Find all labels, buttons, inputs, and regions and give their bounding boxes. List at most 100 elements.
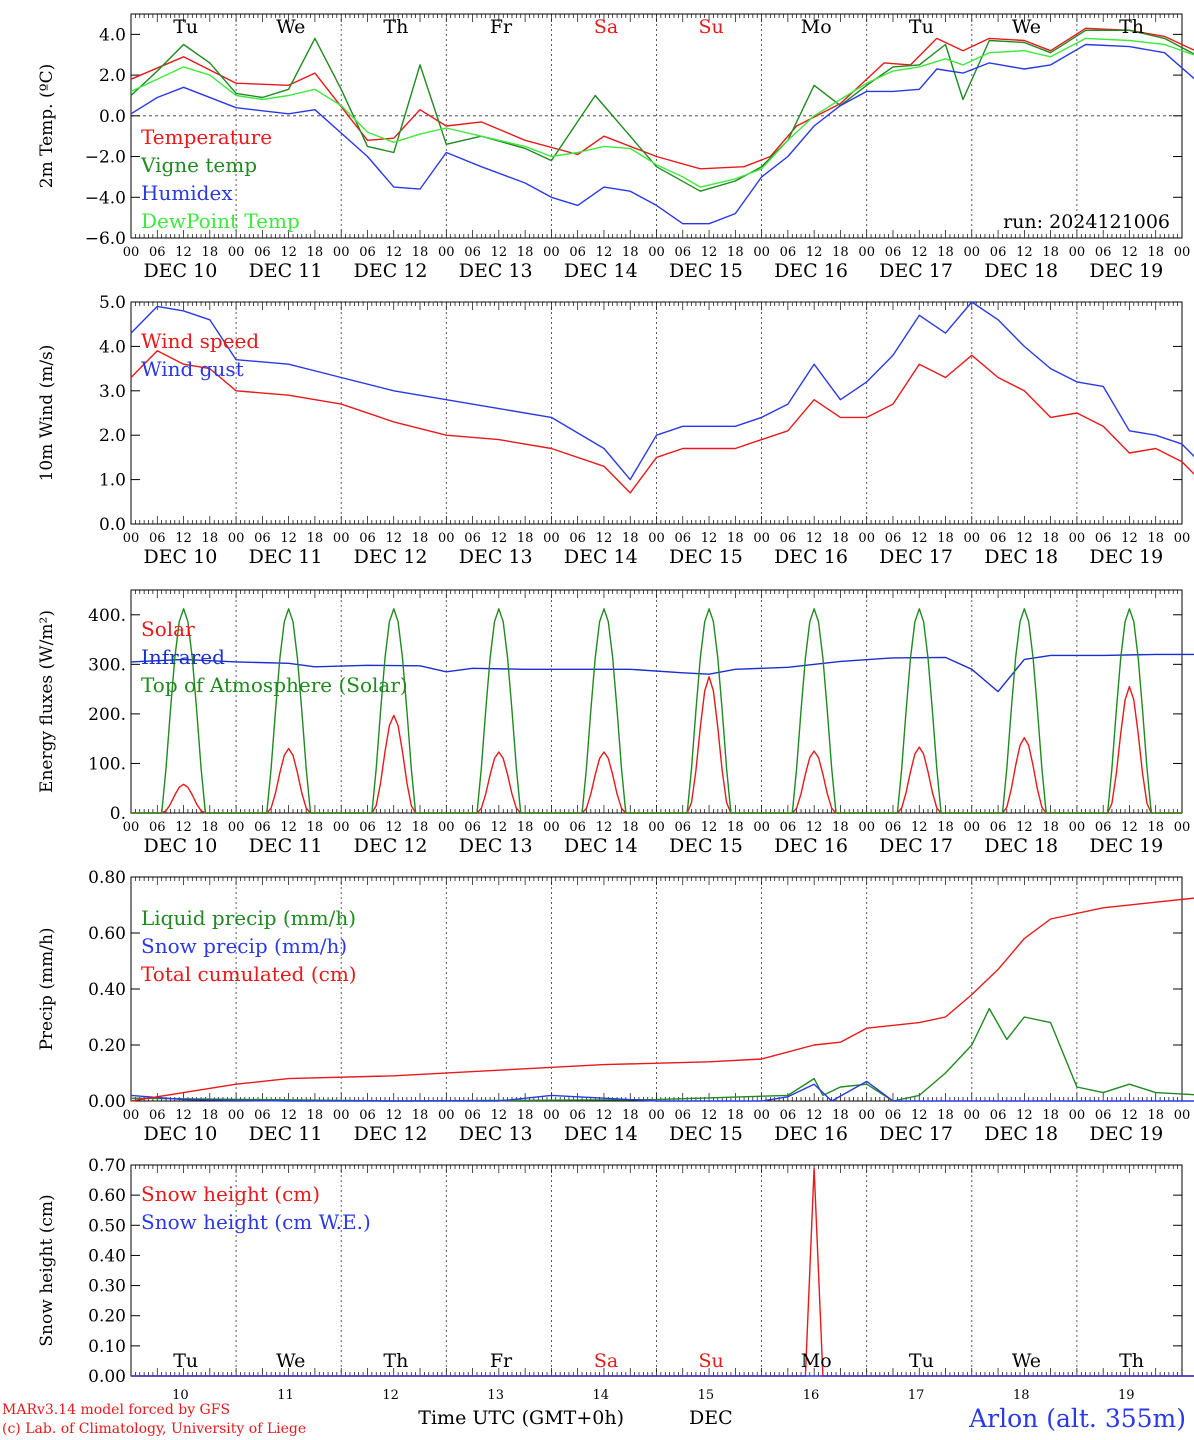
hour-label: 12 <box>596 820 613 835</box>
hour-label: 18 <box>1147 531 1164 546</box>
date-label: DEC 17 <box>879 1123 953 1145</box>
hour-label: 06 <box>990 820 1007 835</box>
hour-label: 00 <box>543 1108 560 1123</box>
hour-label: 06 <box>464 531 481 546</box>
hour-label: 06 <box>990 531 1007 546</box>
y-tick-label: −2.0 <box>85 148 126 168</box>
weekday-label: Tu <box>909 16 934 38</box>
date-label: DEC 17 <box>879 546 953 568</box>
hour-label: 00 <box>1174 531 1191 546</box>
hour-label: 18 <box>307 245 324 260</box>
y-tick-label: 0.10 <box>88 1337 126 1357</box>
hour-label: 12 <box>911 820 928 835</box>
weekday-label: Fr <box>490 1350 513 1372</box>
date-label: DEC 14 <box>564 835 638 857</box>
hour-label: 18 <box>412 820 429 835</box>
date-label: DEC 15 <box>669 835 743 857</box>
weekday-label: Mo <box>801 16 832 38</box>
y-tick-label: 3.0 <box>99 382 126 402</box>
y-axis-label: 10m Wind (m/s) <box>37 345 57 482</box>
y-tick-label: 2.0 <box>99 66 126 86</box>
panel-flux <box>130 589 1194 814</box>
hour-label: 06 <box>990 245 1007 260</box>
hour-label: 12 <box>175 820 192 835</box>
y-tick-label: 0.00 <box>88 1092 126 1112</box>
hour-label: 00 <box>333 1108 350 1123</box>
date-label: DEC 13 <box>459 260 533 282</box>
hour-label: 00 <box>438 245 455 260</box>
hour-label: 00 <box>648 531 665 546</box>
legend-entry: Wind gust <box>141 357 244 381</box>
hour-label: 00 <box>964 820 981 835</box>
hour-label: 12 <box>806 1108 823 1123</box>
date-label: DEC 19 <box>1089 546 1163 568</box>
hour-label: 06 <box>254 820 271 835</box>
series-line-infrared <box>130 653 1194 693</box>
y-axis-label: Energy fluxes (W/m²) <box>37 610 57 793</box>
hour-label: 18 <box>412 531 429 546</box>
y-tick-label: 4.0 <box>99 337 126 357</box>
y-tick-label: 0.30 <box>88 1277 126 1297</box>
date-label: DEC 15 <box>669 1123 743 1145</box>
hour-label: 06 <box>1095 820 1112 835</box>
weekday-label: Su <box>699 1350 724 1372</box>
hour-label: 12 <box>701 820 718 835</box>
hour-label: 18 <box>622 531 639 546</box>
hour-label: 12 <box>1016 820 1033 835</box>
hour-label: 00 <box>858 1108 875 1123</box>
hour-label: 18 <box>832 820 849 835</box>
hour-label: 00 <box>1174 245 1191 260</box>
hour-label: 18 <box>1147 820 1164 835</box>
day-number-label: 17 <box>908 1388 925 1403</box>
weekday-label: Tu <box>909 1350 934 1372</box>
hour-label: 00 <box>228 1108 245 1123</box>
y-tick-label: 0.70 <box>88 1156 126 1176</box>
hour-label: 12 <box>385 1108 402 1123</box>
hour-label: 06 <box>675 820 692 835</box>
run-label: run: 2024121006 <box>1003 211 1170 233</box>
hour-label: 18 <box>517 245 534 260</box>
weekday-label: We <box>276 16 305 38</box>
y-tick-label: 200. <box>88 705 126 725</box>
hour-label: 00 <box>123 820 140 835</box>
weekday-label: Fr <box>490 16 513 38</box>
hour-label: 12 <box>280 531 297 546</box>
hour-label: 00 <box>123 245 140 260</box>
y-tick-label: 0.40 <box>88 1246 126 1266</box>
hour-label: 06 <box>780 245 797 260</box>
weekday-label: We <box>1012 16 1041 38</box>
legend-entry: Snow height (cm W.E.) <box>141 1210 371 1234</box>
date-label: DEC 16 <box>774 1123 848 1145</box>
legend-entry: Snow precip (mm/h) <box>141 934 347 958</box>
hour-label: 06 <box>149 1108 166 1123</box>
hour-label: 12 <box>911 1108 928 1123</box>
y-tick-label: 0.50 <box>88 1216 126 1236</box>
hour-label: 12 <box>280 820 297 835</box>
hour-label: 06 <box>464 1108 481 1123</box>
hour-label: 12 <box>1121 1108 1138 1123</box>
hour-label: 06 <box>359 820 376 835</box>
hour-label: 00 <box>1069 245 1086 260</box>
weekday-label: Tu <box>173 1350 198 1372</box>
legend-entry: Top of Atmosphere (Solar) <box>141 673 408 697</box>
date-label: DEC 15 <box>669 260 743 282</box>
date-label: DEC 15 <box>669 546 743 568</box>
hour-label: 06 <box>885 245 902 260</box>
date-label: DEC 12 <box>354 260 428 282</box>
hour-label: 18 <box>307 1108 324 1123</box>
hour-label: 12 <box>701 531 718 546</box>
hour-label: 12 <box>701 245 718 260</box>
hour-label: 12 <box>491 820 508 835</box>
hour-label: 18 <box>1147 245 1164 260</box>
y-axis-label: Snow height (cm) <box>37 1194 57 1346</box>
legend-entry: Snow height (cm) <box>141 1182 320 1206</box>
y-tick-label: 5.0 <box>99 293 126 313</box>
hour-label: 18 <box>832 245 849 260</box>
date-label: DEC 12 <box>354 835 428 857</box>
day-number-label: 12 <box>382 1388 399 1403</box>
date-label: DEC 11 <box>249 260 323 282</box>
hour-label: 18 <box>202 1108 219 1123</box>
hour-label: 06 <box>675 531 692 546</box>
hour-label: 18 <box>202 531 219 546</box>
hour-label: 12 <box>491 531 508 546</box>
